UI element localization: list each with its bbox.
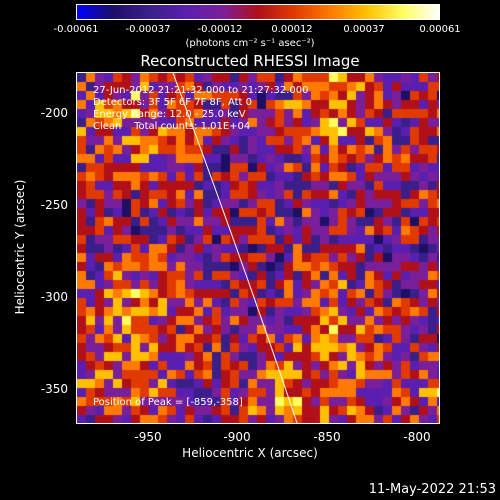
colorbar: [76, 4, 440, 20]
y-axis-label: Heliocentric Y (arcsec): [13, 179, 27, 315]
y-tick: -200: [40, 106, 68, 120]
limb-overlay: [172, 73, 298, 423]
colorbar-tick: 0.00061: [419, 24, 461, 35]
x-axis-label: Heliocentric X (arcsec): [182, 446, 318, 460]
x-tick: -950: [134, 430, 162, 444]
colorbar-tick: 0.00037: [343, 24, 385, 35]
info-clean: Clean Total counts: 1.01E+04: [93, 121, 251, 132]
colorbar-tick: 0.00012: [271, 24, 313, 35]
solar-limb-line: [172, 73, 298, 423]
info-energy: Energy Range: 12.0 - 25.0 keV: [93, 109, 246, 120]
x-tick: -900: [223, 430, 251, 444]
y-tick: -250: [40, 198, 68, 212]
colorbar-tick: -0.00037: [125, 24, 171, 35]
info-time: 27-Jun-2012 21:21:32.000 to 21:27:32.000: [93, 85, 309, 96]
y-tick: -350: [40, 382, 68, 396]
rhessi-image: 27-Jun-2012 21:21:32.000 to 21:27:32.000…: [76, 72, 440, 424]
y-tick: -300: [40, 290, 68, 304]
colorbar-tick: -0.00012: [197, 24, 243, 35]
plot-title: Reconstructed RHESSI Image: [140, 52, 360, 70]
image-canvas: [77, 73, 439, 423]
x-tick: -800: [403, 430, 431, 444]
info-detectors: Detectors: 3F 5F 6F 7F 8F, Att 0: [93, 97, 253, 108]
colorbar-units: (photons cm⁻² s⁻¹ asec⁻²): [185, 38, 315, 49]
colorbar-tick: -0.00061: [53, 24, 99, 35]
timestamp: 11-May-2022 21:53: [368, 482, 496, 497]
info-peak: Position of Peak = [-859,-358]: [93, 397, 243, 408]
x-tick: -850: [313, 430, 341, 444]
